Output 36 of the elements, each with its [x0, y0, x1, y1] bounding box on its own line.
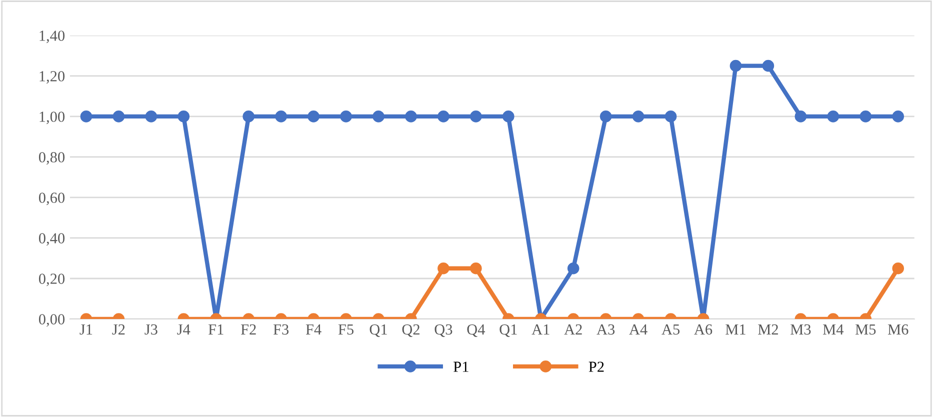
x-tick-label: J2 [112, 324, 125, 335]
x-tick-label: F3 [273, 324, 289, 335]
y-tick-label: 1,20 [40, 71, 65, 84]
x-tick-label: F1 [208, 324, 224, 334]
x-tick-label: F5 [338, 324, 354, 335]
legend-label: P1 [454, 362, 468, 372]
legend-label: P2 [588, 362, 604, 372]
x-tick-label: M1 [726, 324, 746, 334]
y-tick-label: 0,00 [38, 314, 65, 327]
x-tick-label: M2 [758, 324, 778, 334]
x-tick-label: A3 [596, 324, 615, 335]
y-tick-label: 0,20 [38, 274, 65, 286]
x-tick-label: A5 [662, 324, 680, 335]
x-tick-label: Q1 [500, 324, 517, 337]
x-tick-label: F2 [240, 324, 256, 334]
x-tick-label: M3 [790, 324, 811, 335]
x-tick-label: Q1 [370, 324, 387, 337]
x-tick-label: F4 [306, 324, 322, 334]
x-tick-label: M6 [888, 324, 908, 335]
x-tick-label: J4 [177, 324, 190, 335]
x-tick-label: Q2 [402, 324, 420, 337]
x-tick-label: A4 [629, 324, 648, 334]
x-tick-label: J3 [144, 324, 158, 335]
x-tick-label: M4 [822, 324, 844, 334]
y-tick-label: 0,80 [38, 152, 65, 165]
x-tick-label: A1 [532, 324, 550, 334]
y-tick-label: 0,60 [38, 192, 65, 206]
x-tick-label: M5 [855, 324, 876, 335]
x-tick-label: Q3 [434, 324, 452, 337]
x-tick-label: A6 [694, 324, 712, 335]
y-tick-label: 1,00 [40, 112, 65, 124]
x-tick-label: Q4 [467, 324, 486, 337]
x-tick-label: A2 [564, 324, 582, 334]
y-tick-label: 0,40 [38, 233, 65, 246]
y-tick-label: 1,40 [40, 30, 65, 44]
x-tick-label: J1 [80, 324, 92, 335]
